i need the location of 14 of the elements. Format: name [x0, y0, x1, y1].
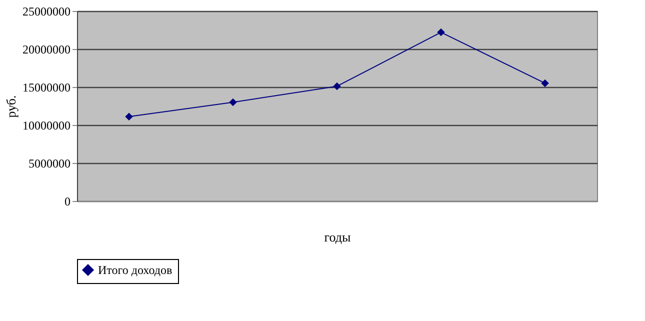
point	[541, 79, 549, 88]
point	[125, 112, 133, 121]
y-tick-label: 20000000	[22, 42, 70, 56]
x-axis-title: годы	[324, 230, 352, 244]
point	[437, 28, 445, 36]
y-tick-label: 0	[64, 194, 70, 208]
y-tick-label: 5000000	[28, 156, 70, 170]
y-tick-label: 15000000	[22, 80, 70, 94]
y-axis-title: руб.	[4, 95, 18, 118]
y-tick-label: 25000000	[22, 4, 70, 18]
point	[333, 82, 341, 90]
y-tick-label: 10000000	[22, 118, 70, 132]
point	[229, 98, 237, 106]
legend-label: Итого доходов	[98, 263, 172, 277]
